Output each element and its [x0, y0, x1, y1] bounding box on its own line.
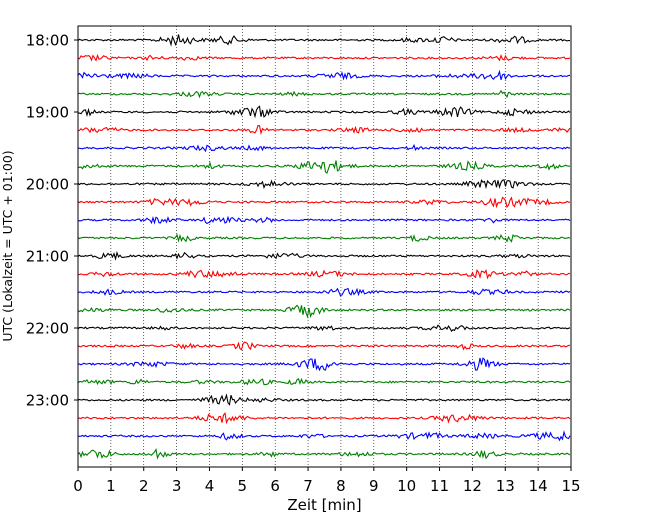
x-tick-label: 7: [303, 477, 313, 495]
trace-2300: [77, 393, 571, 406]
trace-1800: [77, 34, 571, 47]
trace-2315: [77, 411, 571, 425]
trace-2015: [77, 196, 571, 209]
trace-2000: [77, 178, 571, 190]
y-axis-title: UTC (Lokalzeit = UTC + 01:00): [0, 150, 15, 341]
x-tick-label: 15: [561, 477, 580, 495]
trace-1930: [77, 143, 571, 153]
y-axis-ticks: 18:00 19:00 20:00 21:00 22:00 23:00: [26, 32, 78, 410]
trace-2345: [77, 448, 571, 460]
trace-2215: [77, 341, 571, 351]
trace-2230: [77, 357, 571, 372]
x-tick-label: 2: [139, 477, 149, 495]
trace-1945: [77, 160, 571, 174]
trace-1845: [77, 89, 571, 99]
x-tick-label: 9: [369, 477, 379, 495]
y-tick-label: 19:00: [26, 104, 69, 122]
trace-2145: [77, 304, 571, 319]
plot-frame: [77, 25, 572, 468]
x-tick-label: 0: [73, 477, 83, 495]
trace-2245: [77, 377, 571, 386]
y-tick-label: 20:00: [26, 176, 69, 194]
trace-2115: [77, 268, 571, 280]
x-tick-label: 1: [106, 477, 116, 495]
x-tick-label: 8: [336, 477, 346, 495]
y-tick-label: 18:00: [26, 32, 69, 50]
x-tick-label: 11: [430, 477, 449, 495]
trace-2030: [77, 215, 571, 225]
trace-2330: [77, 430, 571, 442]
x-tick-label: 4: [205, 477, 215, 495]
x-tick-label: 5: [238, 477, 248, 495]
x-tick-label: 14: [529, 477, 548, 495]
trace-2100: [77, 250, 571, 261]
trace-1900: [77, 105, 571, 119]
trace-2200: [77, 324, 571, 333]
y-tick-label: 21:00: [26, 248, 69, 266]
trace-1830: [77, 69, 571, 81]
trace-1815: [77, 53, 571, 62]
x-axis-ticks: 0 1 2 3 4 5 6 7 8 9 10 11 12 13 14 15: [73, 467, 581, 495]
x-axis-title: Zeit [min]: [287, 496, 361, 514]
x-tick-label: 10: [397, 477, 416, 495]
x-tick-label: 13: [496, 477, 515, 495]
y-tick-label: 22:00: [26, 320, 69, 338]
x-tick-label: 12: [463, 477, 482, 495]
seismic-traces: [77, 34, 571, 460]
trace-1915: [77, 125, 571, 136]
trace-2130: [77, 287, 571, 297]
y-tick-label: 23:00: [26, 392, 69, 410]
x-tick-label: 6: [270, 477, 280, 495]
x-tick-label: 3: [172, 477, 182, 495]
trace-2045: [77, 233, 571, 243]
